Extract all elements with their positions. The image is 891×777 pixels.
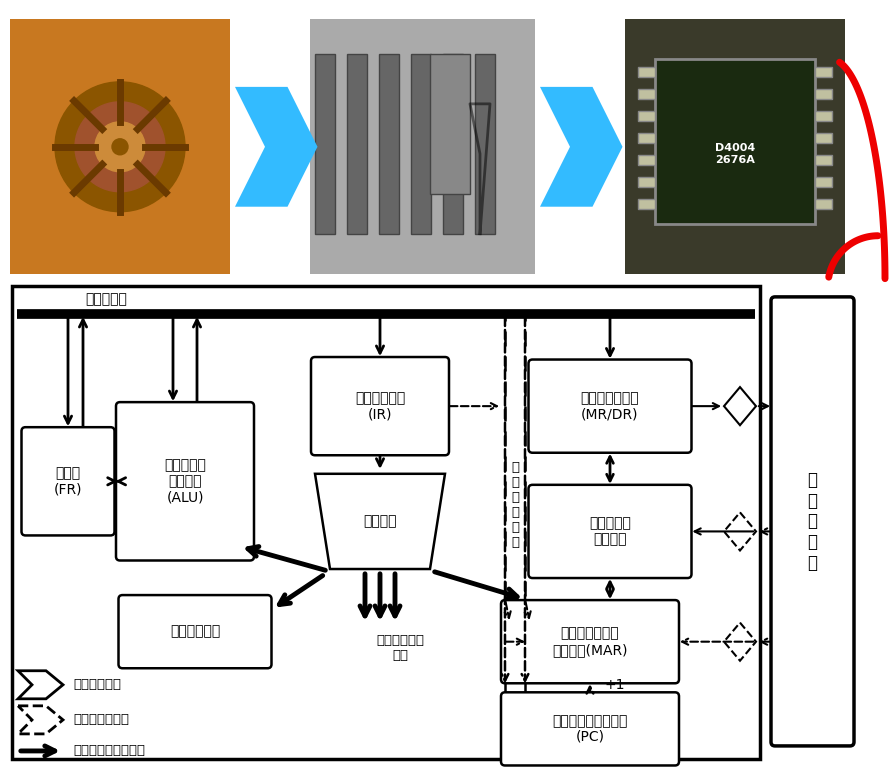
Text: 命令レジスタ
(IR): 命令レジスタ (IR) bbox=[355, 391, 405, 421]
FancyBboxPatch shape bbox=[638, 89, 655, 99]
FancyBboxPatch shape bbox=[815, 199, 832, 209]
Text: ：コントロールバス: ：コントロールバス bbox=[73, 744, 145, 758]
FancyBboxPatch shape bbox=[310, 19, 535, 274]
Text: フラグ
(FR): フラグ (FR) bbox=[53, 466, 82, 497]
FancyBboxPatch shape bbox=[501, 692, 679, 765]
FancyBboxPatch shape bbox=[347, 54, 367, 234]
FancyBboxPatch shape bbox=[638, 199, 655, 209]
Text: メモリレジスタ
(MR/DR): メモリレジスタ (MR/DR) bbox=[581, 391, 640, 421]
Text: 主
記
抆
装
置: 主 記 抆 装 置 bbox=[807, 471, 818, 572]
Text: D4004
2676A: D4004 2676A bbox=[715, 143, 756, 165]
Text: データバス: データバス bbox=[85, 292, 127, 306]
FancyBboxPatch shape bbox=[443, 54, 463, 234]
FancyBboxPatch shape bbox=[638, 176, 655, 186]
Text: ：データバス: ：データバス bbox=[73, 678, 121, 692]
Text: 算術・論理
演算装置
(ALU): 算術・論理 演算装置 (ALU) bbox=[164, 458, 206, 504]
Circle shape bbox=[112, 139, 128, 155]
Text: 読み・書き
制御装置: 読み・書き 制御装置 bbox=[589, 517, 631, 546]
Text: メモリアドレス
レジスタ(MAR): メモリアドレス レジスタ(MAR) bbox=[552, 626, 628, 657]
FancyBboxPatch shape bbox=[638, 67, 655, 77]
FancyBboxPatch shape bbox=[311, 357, 449, 455]
FancyBboxPatch shape bbox=[411, 54, 431, 234]
Text: デコーダ: デコーダ bbox=[364, 514, 396, 528]
FancyBboxPatch shape bbox=[625, 19, 845, 274]
FancyBboxPatch shape bbox=[315, 54, 335, 234]
FancyBboxPatch shape bbox=[638, 111, 655, 121]
FancyBboxPatch shape bbox=[10, 19, 230, 274]
Polygon shape bbox=[235, 87, 317, 207]
FancyBboxPatch shape bbox=[815, 67, 832, 77]
Circle shape bbox=[55, 82, 185, 211]
Polygon shape bbox=[315, 474, 445, 569]
FancyBboxPatch shape bbox=[771, 297, 854, 746]
Polygon shape bbox=[724, 512, 756, 550]
FancyBboxPatch shape bbox=[12, 286, 760, 759]
FancyBboxPatch shape bbox=[815, 176, 832, 186]
FancyBboxPatch shape bbox=[815, 155, 832, 165]
FancyBboxPatch shape bbox=[655, 59, 815, 224]
Text: +1: +1 bbox=[605, 678, 625, 692]
Polygon shape bbox=[18, 706, 63, 734]
FancyBboxPatch shape bbox=[815, 133, 832, 143]
FancyBboxPatch shape bbox=[815, 111, 832, 121]
Polygon shape bbox=[724, 622, 756, 660]
FancyBboxPatch shape bbox=[638, 133, 655, 143]
Polygon shape bbox=[540, 87, 623, 207]
FancyBboxPatch shape bbox=[119, 595, 272, 668]
FancyBboxPatch shape bbox=[21, 427, 115, 535]
Circle shape bbox=[75, 102, 165, 192]
FancyBboxPatch shape bbox=[475, 54, 495, 234]
Text: プログラムカウンタ
(PC): プログラムカウンタ (PC) bbox=[552, 714, 627, 744]
Polygon shape bbox=[18, 671, 63, 699]
Text: ：アドレスバス: ：アドレスバス bbox=[73, 713, 129, 726]
Text: ア
ド
レ
ス
バ
ス: ア ド レ ス バ ス bbox=[511, 461, 519, 549]
FancyBboxPatch shape bbox=[528, 485, 691, 578]
Circle shape bbox=[95, 122, 145, 172]
FancyBboxPatch shape bbox=[430, 54, 470, 193]
Text: コントロール
バス: コントロール バス bbox=[376, 634, 424, 662]
FancyBboxPatch shape bbox=[815, 89, 832, 99]
FancyBboxPatch shape bbox=[379, 54, 399, 234]
FancyBboxPatch shape bbox=[528, 360, 691, 453]
Text: 汎用レジスタ: 汎用レジスタ bbox=[170, 625, 220, 639]
FancyBboxPatch shape bbox=[501, 600, 679, 683]
Polygon shape bbox=[724, 387, 756, 425]
FancyBboxPatch shape bbox=[116, 402, 254, 560]
FancyBboxPatch shape bbox=[638, 155, 655, 165]
